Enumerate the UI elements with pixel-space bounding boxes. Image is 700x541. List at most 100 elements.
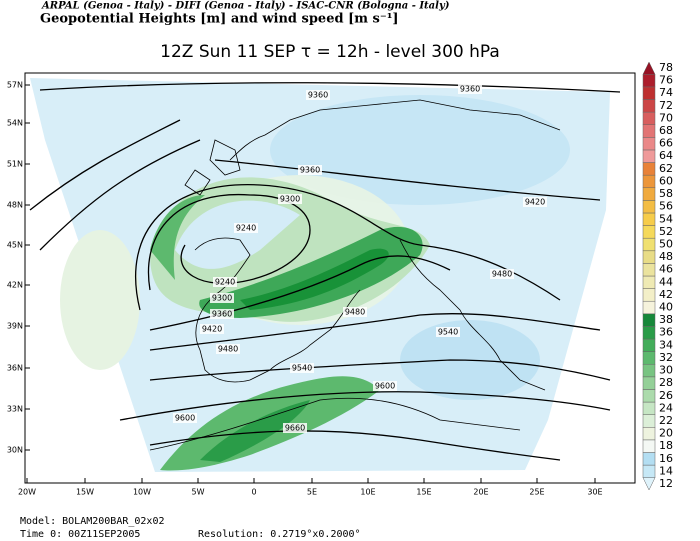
- colorbar-label: 36: [659, 326, 673, 339]
- colorbar-cell: [642, 111, 656, 125]
- contour: [39, 139, 201, 251]
- contour: [135, 184, 561, 311]
- lat-label: 36N: [7, 364, 23, 373]
- colorbar-label: 64: [659, 149, 673, 162]
- colorbar-label: 22: [659, 414, 673, 427]
- contour: [149, 430, 561, 461]
- colorbar-label: 28: [659, 376, 673, 389]
- colorbar-label: 26: [659, 389, 673, 402]
- colorbar-label: 40: [659, 301, 673, 314]
- lat-label: 57N: [7, 81, 23, 90]
- colorbar-label: 46: [659, 263, 673, 276]
- colorbar-cell: [642, 288, 656, 302]
- colorbar-cell: [642, 401, 656, 415]
- wind-field: [175, 200, 300, 269]
- colorbar-label: 16: [659, 452, 673, 465]
- contour-label: 9360: [460, 85, 480, 94]
- colorbar-label: 74: [659, 86, 673, 99]
- contour-label-bg: [458, 84, 482, 94]
- colorbar-cell: [642, 99, 656, 113]
- wind-field: [150, 195, 205, 280]
- contour-label: 9240: [215, 278, 235, 287]
- contour-label-bg: [283, 423, 307, 433]
- colorbar-cell: [642, 162, 656, 176]
- colorbar-label: 44: [659, 275, 673, 288]
- contour-label: 9360: [300, 166, 320, 175]
- coastline: [194, 237, 361, 383]
- contour-label: 9240: [236, 224, 256, 233]
- coastline: [184, 139, 241, 196]
- colorbar-cell: [642, 212, 656, 226]
- footer-time: Time 0: 00Z11SEP2005: [20, 529, 140, 540]
- contour-label: 9360: [212, 310, 232, 319]
- wind-field: [270, 95, 570, 205]
- contour-label: 9540: [292, 364, 312, 373]
- colorbar-cell: [642, 414, 656, 428]
- colorbar-label: 70: [659, 111, 673, 124]
- contour-label-bg: [200, 324, 224, 334]
- colorbar-label: 48: [659, 250, 673, 263]
- colorbar-label: 66: [659, 137, 673, 150]
- contour-label-bg: [490, 269, 514, 279]
- colorbar-cell: [642, 326, 656, 340]
- colorbar-label: 78: [659, 61, 673, 74]
- contour-label-bg: [210, 309, 234, 319]
- contour-label: 9660: [285, 424, 305, 433]
- colorbar-cell: [642, 389, 656, 403]
- contour: [39, 82, 621, 93]
- colorbar-label: 52: [659, 225, 673, 238]
- lon-label: 25E: [529, 488, 544, 497]
- lon-label: 15W: [76, 488, 94, 497]
- contour-label: 9480: [345, 308, 365, 317]
- map-title: 12Z Sun 11 SEP τ = 12h - level 300 hPa: [160, 42, 500, 62]
- contour-label: 9600: [375, 382, 395, 391]
- contour-label: 9420: [525, 198, 545, 207]
- colorbar-cell: [642, 452, 656, 466]
- colorbar-label: 62: [659, 162, 673, 175]
- colorbar-label: 68: [659, 124, 673, 137]
- colorbar-label: 56: [659, 200, 673, 213]
- colorbar-cell: [642, 338, 656, 352]
- colorbar-cell: [642, 200, 656, 214]
- colorbar-label: 18: [659, 439, 673, 452]
- colorbar-label: 24: [659, 401, 673, 414]
- colorbar-cell: [642, 124, 656, 138]
- contour-label: 9300: [280, 195, 300, 204]
- lat-label: 45N: [7, 241, 23, 250]
- wind-field: [200, 400, 310, 462]
- lat-label: 48N: [7, 201, 23, 210]
- contour: [29, 119, 181, 211]
- colorbar-cell: [642, 74, 656, 88]
- map-frame: [24, 72, 636, 484]
- colorbar-cell: [642, 351, 656, 365]
- contour-label: 9480: [218, 345, 238, 354]
- contour: [149, 313, 601, 351]
- colorbar-label: 14: [659, 464, 673, 477]
- lon-label: 30E: [587, 488, 602, 497]
- lon-label: 0: [251, 488, 256, 497]
- colorbar-label: 38: [659, 313, 673, 326]
- colorbar-label: 54: [659, 212, 673, 225]
- lon-label: 10W: [133, 488, 151, 497]
- colorbar-cell: [642, 61, 656, 75]
- colorbar-label: 34: [659, 338, 673, 351]
- contour-label-bg: [216, 344, 240, 354]
- header-subtitle: Geopotential Heights [m] and wind speed …: [40, 12, 399, 27]
- contour-label-bg: [298, 165, 322, 175]
- colorbar-cell: [642, 477, 656, 491]
- lat-label: 51N: [7, 160, 23, 169]
- contour-label-bg: [290, 363, 314, 373]
- lon-label: 15E: [416, 488, 431, 497]
- lat-label: 54N: [7, 119, 23, 128]
- colorbar-cell: [642, 464, 656, 478]
- contour-label: 9300: [212, 294, 232, 303]
- lon-label: 5W: [192, 488, 205, 497]
- contour-label: 9540: [438, 328, 458, 337]
- colorbar-cell: [642, 174, 656, 189]
- colorbar-label: 12: [659, 477, 673, 490]
- colorbar-cell: [642, 300, 656, 315]
- contour-label-bg: [278, 194, 302, 204]
- colorbar-cell: [642, 313, 656, 327]
- lat-label: 39N: [7, 322, 23, 331]
- coastline: [399, 239, 546, 391]
